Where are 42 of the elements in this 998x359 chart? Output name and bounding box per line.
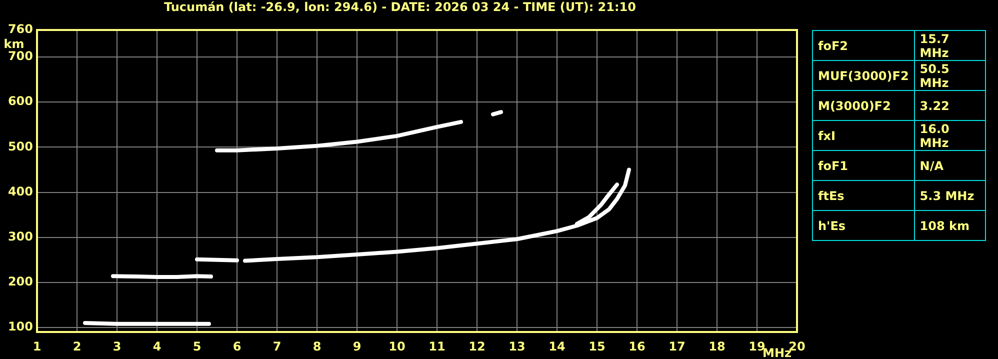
text: foF2 [812,30,914,60]
chart-title: Tucumán (lat: -26.9, lon: 294.6) - DATE: 2026 03 24 - TIME (UT): 21:10 [164,0,636,14]
y-tick-label: 500 [8,139,33,154]
x-tick-label: 7 [272,339,282,354]
text: 16.0 MHz [914,120,986,150]
x-tick-label: 15 [588,339,606,354]
text: h'Es [812,210,914,240]
text: 108 km [914,210,986,240]
x-tick-label: 11 [428,339,446,354]
text: foF1 [812,150,914,180]
x-tick-label: 13 [508,339,526,354]
x-tick-label: 6 [232,339,242,354]
x-tick-label: 16 [628,339,646,354]
text: 5.3 MHz [914,180,986,210]
x-tick-label: 18 [708,339,726,354]
text: M(3000)F2 [812,90,914,120]
y-tick-label: 300 [8,229,33,244]
y-axis-title: km [4,37,24,52]
x-tick-label: 2 [72,339,82,354]
y-tick-label: 200 [8,274,33,289]
text: 3.22 [914,90,986,120]
x-tick-label: 1 [32,339,42,354]
x-tick-label: 14 [548,339,566,354]
text: MUF(3000)F2 [812,60,914,90]
x-tick-label: 5 [192,339,202,354]
text: 50.5 MHz [914,60,986,90]
x-tick-label: 12 [468,339,486,354]
y-tick-label: 100 [8,320,33,334]
y-tick-label: 600 [8,94,33,108]
x-tick-label: 17 [668,339,686,354]
x-tick-label: 9 [352,339,362,354]
text: ftEs [812,180,914,210]
x-tick-label: 8 [312,339,322,354]
x-tick-label: 10 [388,339,406,354]
y-tick-label: 760 [8,22,33,36]
y-tick-label: 400 [8,184,33,198]
x-tick-label: 4 [152,339,162,354]
y-tick-label: 700 [8,49,33,64]
text: N/A [914,150,986,180]
text: 15.7 MHz [914,30,986,60]
x-tick-label: 3 [112,339,122,354]
text: fxI [812,120,914,150]
